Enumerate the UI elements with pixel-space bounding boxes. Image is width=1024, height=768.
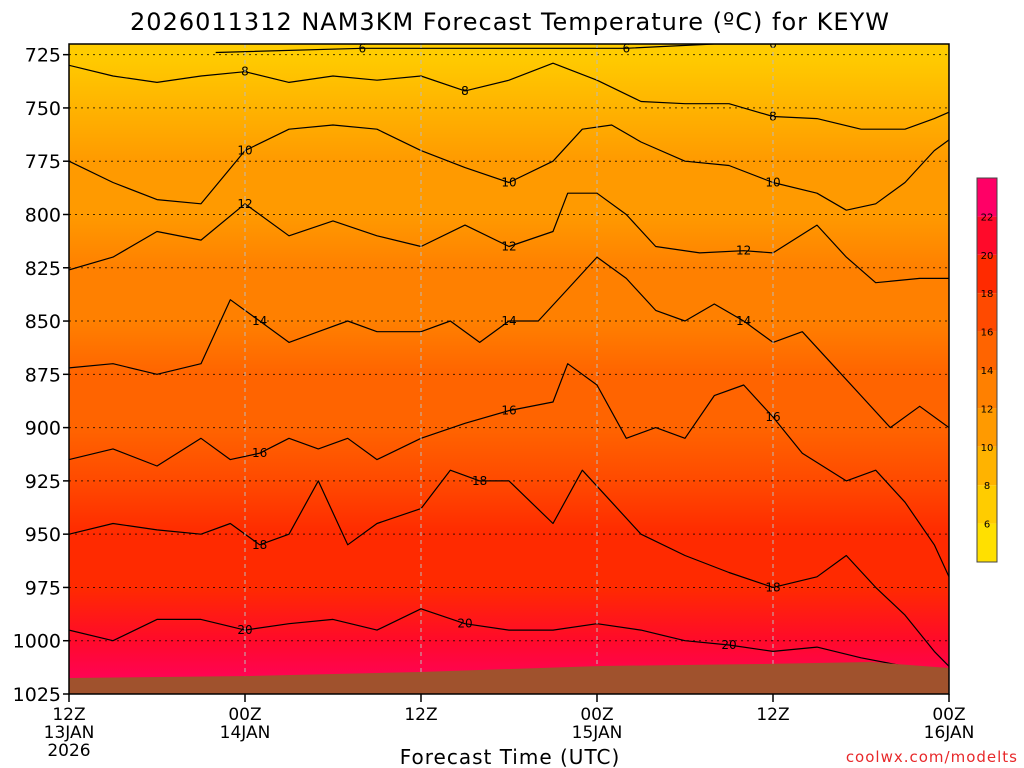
x-tick-sublabel: 13JAN bbox=[44, 723, 95, 743]
colorbar-segment bbox=[977, 523, 997, 562]
contour-6 bbox=[215, 44, 891, 54]
colorbar: 6 8 10 12 14 16 18 20 22 bbox=[976, 177, 998, 563]
temperature-field bbox=[69, 44, 949, 694]
credit-text: coolwx.com/modelts bbox=[846, 748, 1018, 766]
contour-label: 12 bbox=[501, 239, 516, 253]
contour-label: 16 bbox=[765, 410, 780, 424]
contour-label: 10 bbox=[501, 176, 516, 190]
contour-label: 16 bbox=[501, 404, 516, 418]
grid-layer bbox=[69, 44, 949, 694]
y-tick-label: 825 bbox=[25, 258, 61, 280]
contour-label: 14 bbox=[252, 314, 267, 328]
colorbar-segment bbox=[977, 216, 997, 255]
x-tick-label: 00Z bbox=[228, 705, 261, 725]
contour-20 bbox=[69, 608, 949, 674]
contour-label: 20 bbox=[721, 638, 736, 652]
y-axis: 725 750 775 800 825 850 875 900 925 950 975 1000 102… bbox=[13, 45, 69, 706]
colorbar-label: 8 bbox=[984, 481, 990, 492]
x-axis-label: Forecast Time (UTC) bbox=[400, 745, 621, 768]
y-tick-label: 925 bbox=[25, 471, 61, 493]
chart-title: 2026011312 NAM3KM Forecast Temperature (… bbox=[130, 8, 890, 36]
contour-label: 14 bbox=[501, 314, 516, 328]
y-tick-label: 1025 bbox=[13, 684, 61, 706]
x-tick-sublabel: 14JAN bbox=[220, 723, 271, 743]
y-tick-label: 1000 bbox=[13, 631, 61, 653]
colorbar-segment bbox=[977, 370, 997, 409]
contour-label: 18 bbox=[472, 474, 487, 488]
contour-label: 14 bbox=[736, 314, 751, 328]
colorbar-label: 10 bbox=[981, 443, 994, 454]
colorbar-frame bbox=[976, 177, 998, 563]
plot-frame bbox=[68, 43, 950, 695]
contour-label: 18 bbox=[252, 538, 267, 552]
x-tick-label: 12Z bbox=[52, 705, 85, 725]
x-tick-label: 00Z bbox=[580, 705, 613, 725]
contour-label: 12 bbox=[237, 197, 252, 211]
contour-18 bbox=[69, 469, 949, 667]
plot-area: 6668881010101212121414141616161818182020… bbox=[69, 41, 949, 694]
terrain bbox=[69, 662, 949, 694]
colorbar-segment bbox=[977, 254, 997, 294]
contour-label: 16 bbox=[252, 446, 267, 460]
contour-label: 8 bbox=[461, 84, 469, 98]
colorbar-label: 14 bbox=[981, 366, 994, 377]
contour-10 bbox=[69, 124, 949, 211]
colorbar-segment bbox=[977, 485, 997, 524]
contour-label: 6 bbox=[623, 41, 631, 55]
x-tick-sublabel: 15JAN bbox=[572, 723, 623, 743]
colorbar-label: 20 bbox=[981, 251, 994, 262]
colorbar-label: 12 bbox=[981, 404, 994, 415]
colorbar-label: 22 bbox=[981, 212, 994, 223]
y-tick-label: 875 bbox=[25, 364, 61, 386]
contour-12 bbox=[69, 192, 949, 284]
y-tick-label: 900 bbox=[25, 418, 61, 440]
y-tick-label: 850 bbox=[25, 311, 61, 333]
y-tick-label: 725 bbox=[25, 45, 61, 67]
contour-label: 18 bbox=[765, 580, 780, 594]
y-tick-label: 950 bbox=[25, 524, 61, 546]
contour-layer: 6668881010101212121414141616161818182020… bbox=[69, 41, 949, 674]
x-tick-label: 12Z bbox=[404, 705, 437, 725]
contour-label: 20 bbox=[457, 617, 472, 631]
colorbar-segment bbox=[977, 408, 997, 447]
colorbar-label: 16 bbox=[981, 328, 994, 339]
colorbar-segment bbox=[977, 293, 997, 332]
x-tick-label: 12Z bbox=[756, 705, 789, 725]
x-tick-sublabel: 16JAN bbox=[924, 723, 975, 743]
contour-label: 6 bbox=[359, 41, 367, 55]
y-tick-label: 800 bbox=[25, 204, 61, 226]
contour-label: 12 bbox=[736, 244, 751, 258]
colorbar-label: 18 bbox=[981, 289, 994, 300]
y-tick-label: 975 bbox=[25, 577, 61, 599]
contour-16 bbox=[69, 363, 949, 578]
colorbar-segment bbox=[977, 331, 997, 370]
colorbar-label: 6 bbox=[984, 520, 990, 531]
contour-8 bbox=[69, 62, 949, 130]
colorbar-segment bbox=[977, 446, 997, 486]
y-tick-label: 750 bbox=[25, 98, 61, 120]
y-tick-label: 775 bbox=[25, 151, 61, 173]
colorbar-segment bbox=[977, 178, 997, 217]
x-tick-sublabel: 2026 bbox=[47, 741, 90, 761]
x-tick-label: 00Z bbox=[932, 705, 965, 725]
